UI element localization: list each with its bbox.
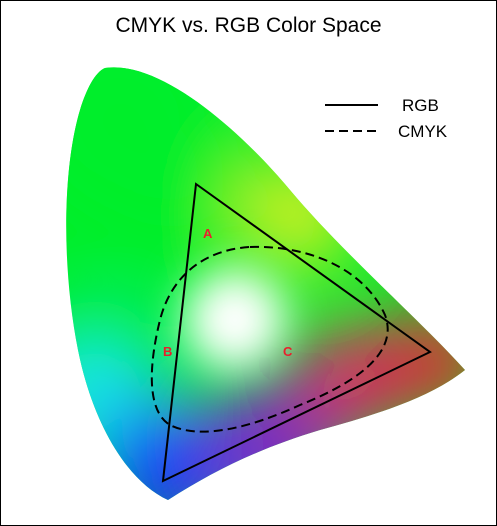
region-label-c: C — [283, 344, 293, 359]
legend-cmyk-label: CMYK — [398, 122, 448, 141]
legend-rgb-label: RGB — [402, 96, 439, 115]
cmyk-gamut-curve — [150, 245, 389, 433]
diagram-title: CMYK vs. RGB Color Space — [115, 14, 382, 37]
rgb-gamut-triangle — [161, 182, 432, 483]
region-label-a: A — [203, 226, 213, 241]
region-label-b: B — [163, 344, 172, 359]
color-gamut-horseshoe — [66, 67, 466, 501]
